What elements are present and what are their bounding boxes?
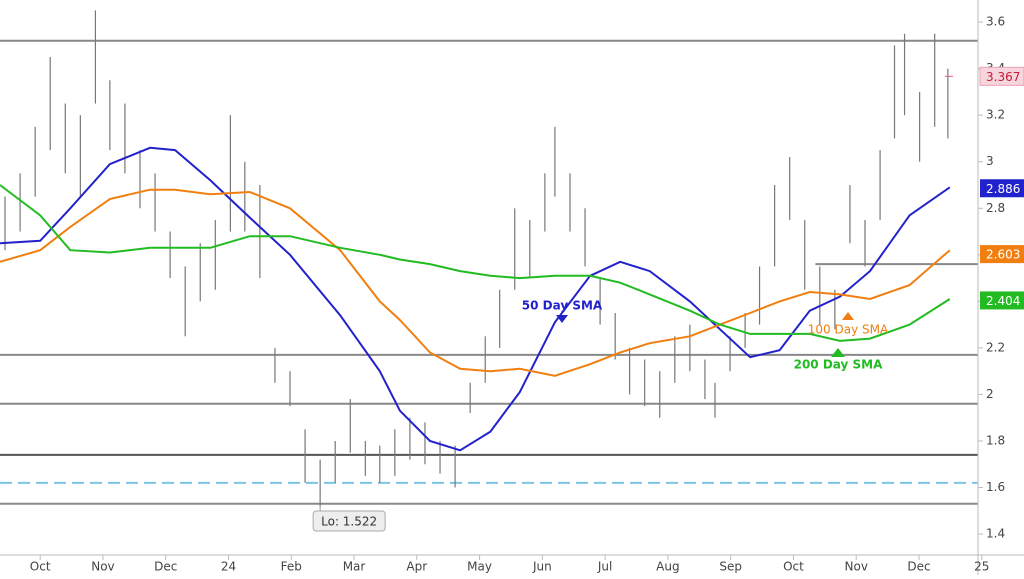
x-tick-label: 24 bbox=[221, 560, 236, 574]
y-tick-label: 3 bbox=[986, 154, 994, 168]
sma-line bbox=[0, 184, 951, 342]
x-tick-label: Apr bbox=[406, 560, 427, 574]
x-tick-label: Sep bbox=[719, 560, 742, 574]
x-tick-label: Oct bbox=[30, 560, 51, 574]
sma-marker bbox=[556, 315, 568, 323]
y-tick-label: 3.6 bbox=[986, 15, 1005, 29]
x-tick-label: Nov bbox=[845, 560, 868, 574]
value-badge-label: 2.603 bbox=[986, 248, 1020, 262]
sma-marker bbox=[842, 312, 854, 320]
low-label-box bbox=[312, 510, 386, 532]
sma-label: 50 Day SMA bbox=[522, 299, 603, 313]
value-badge bbox=[980, 245, 1024, 264]
y-tick-label: 1.8 bbox=[986, 433, 1005, 447]
sma-label: 100 Day SMA bbox=[808, 323, 889, 337]
value-badge bbox=[980, 291, 1024, 310]
x-tick-label: Aug bbox=[656, 560, 679, 574]
value-badge bbox=[979, 66, 1024, 86]
value-badge bbox=[980, 179, 1024, 198]
y-tick-label: 1.4 bbox=[986, 527, 1005, 541]
x-tick-label: Jul bbox=[597, 560, 612, 574]
x-tick-label: Mar bbox=[343, 560, 366, 574]
value-badge-label: 2.886 bbox=[986, 182, 1020, 196]
y-tick-label: 2 bbox=[986, 387, 994, 401]
x-tick-label: Oct bbox=[783, 560, 804, 574]
sma-line bbox=[0, 188, 951, 377]
x-tick-label: Feb bbox=[281, 560, 302, 574]
x-tick-label: May bbox=[467, 560, 492, 574]
x-tick-label: Jun bbox=[532, 560, 552, 574]
y-tick-label: 2.8 bbox=[986, 201, 1005, 215]
value-badge-label: 3.367 bbox=[986, 70, 1020, 84]
x-tick-label: Nov bbox=[91, 560, 114, 574]
y-tick-label: 2.2 bbox=[986, 340, 1005, 354]
x-tick-label: Dec bbox=[154, 560, 177, 574]
sma-line bbox=[0, 146, 951, 452]
x-tick-label: Dec bbox=[907, 560, 930, 574]
x-tick-label: 25 bbox=[974, 560, 989, 574]
plot-area: 50 Day SMA 100 Day SMA 200 Day SMA bbox=[0, 10, 978, 507]
value-badge-label: 2.404 bbox=[986, 294, 1020, 308]
y-tick-label: 1.6 bbox=[986, 480, 1005, 494]
y-tick-label: 3.2 bbox=[986, 108, 1005, 122]
sma-marker bbox=[831, 348, 845, 357]
low-label: Lo: 1.522 bbox=[321, 515, 377, 529]
sma-label: 200 Day SMA bbox=[794, 358, 884, 372]
